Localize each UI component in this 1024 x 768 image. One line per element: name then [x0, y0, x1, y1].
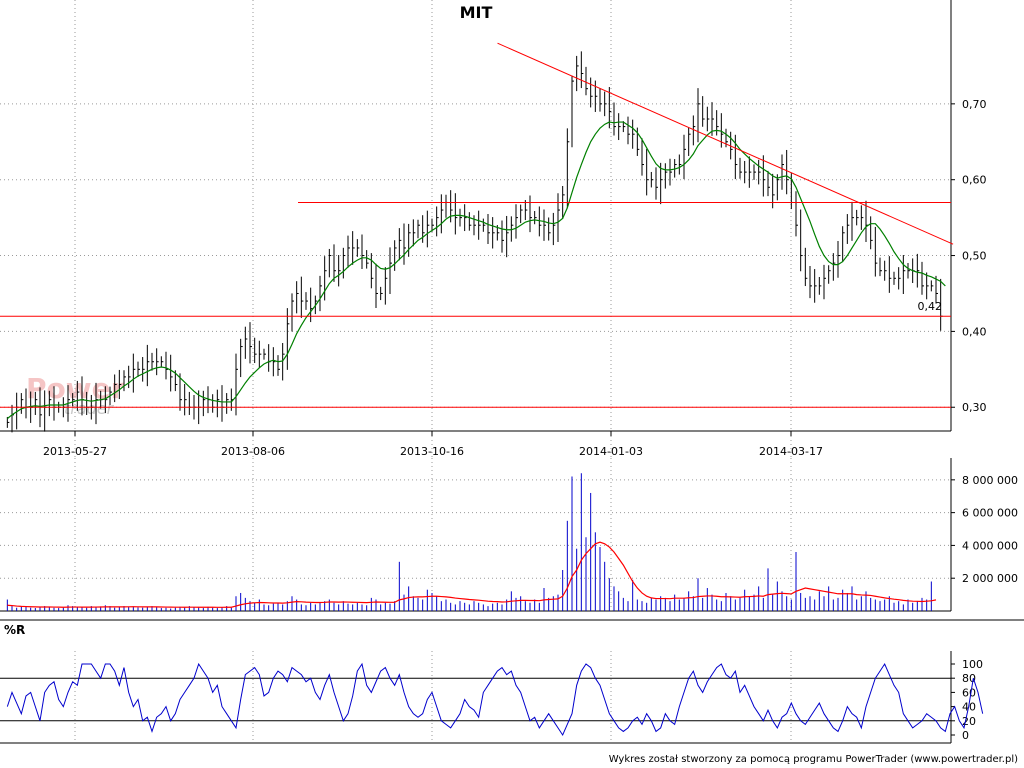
- price-tick-label: 0,30: [962, 401, 987, 414]
- footer-credit: Wykres został stworzony za pomocą progra…: [609, 754, 1018, 765]
- volume-tick-label: 4 000 000: [962, 539, 1018, 552]
- trendline: [497, 42, 954, 245]
- volume-panel: 2 000 000 4 000 000 6 000 000 8 000 000: [0, 458, 1018, 612]
- x-tick-label: 2014-01-03: [579, 445, 643, 458]
- price-tick-label: 0,60: [962, 174, 987, 187]
- willr-tick-label: 20: [962, 715, 976, 728]
- watermark: Power trader: [26, 372, 125, 418]
- x-tick-label: 2013-08-06: [221, 445, 285, 458]
- willr-title: %R: [4, 623, 25, 637]
- willr-tick-label: 60: [962, 686, 976, 699]
- last-price-label: 0,42: [918, 300, 943, 313]
- volume-tick-label: 8 000 000: [962, 474, 1018, 487]
- x-tick-label: 2013-05-27: [43, 445, 107, 458]
- x-tick-label: 2013-10-16: [400, 445, 464, 458]
- williams-r-line: [6, 662, 984, 737]
- volume-moving-average-line: [7, 541, 937, 608]
- chart-title: MIT: [460, 3, 493, 22]
- x-tick-label: 2014-03-17: [759, 445, 823, 458]
- willr-tick-label: 0: [962, 729, 969, 742]
- price-tick-label: 0,40: [962, 325, 987, 338]
- price-panel: 2013-05-27 2013-08-06 2013-10-16 2014-01-03…: [0, 0, 987, 460]
- volume-tick-label: 6 000 000: [962, 507, 1018, 520]
- moving-average-line: [6, 121, 946, 420]
- willr-tick-label: 100: [962, 658, 983, 671]
- watermark-line2: trader: [64, 399, 115, 418]
- price-tick-label: 0,50: [962, 250, 987, 263]
- volume-tick-label: 2 000 000: [962, 572, 1018, 585]
- price-tick-label: 0,70: [962, 98, 987, 111]
